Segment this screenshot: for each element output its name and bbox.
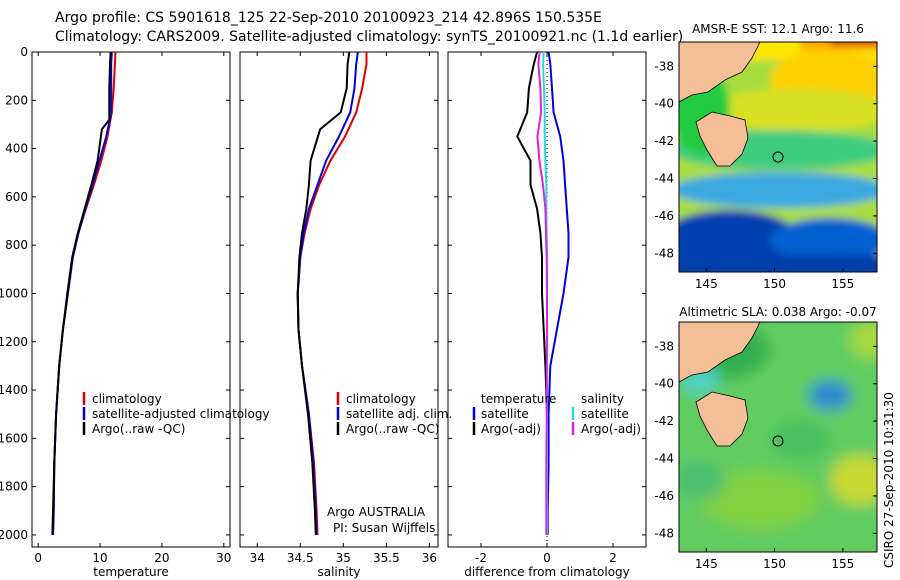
legend-sal-argo-label: Argo(-adj) xyxy=(581,422,641,436)
x-tick-label: 10 xyxy=(92,551,107,565)
series-line-satellite-adj-clim xyxy=(296,51,359,535)
series-line-argo-raw-qc xyxy=(296,51,351,535)
x-tick-label: 35.5 xyxy=(373,551,400,565)
y-tick-label: 1400 xyxy=(0,383,28,397)
y-tick-label: 1600 xyxy=(0,431,28,445)
map-x-tick-label: 145 xyxy=(695,557,718,571)
legend-climatology-label: climatology xyxy=(346,392,416,406)
y-tick-label: 2000 xyxy=(0,528,28,542)
map-x-tick-label: 145 xyxy=(695,277,718,291)
salinity-ticks: 34 34.5 35 35.5 36 xyxy=(240,51,438,565)
series-line-satellite-adjusted-climatology xyxy=(52,51,113,535)
header-title-line2: Climatology: CARS2009. Satellite-adjuste… xyxy=(55,29,683,45)
series-line-salinity-argo-adj xyxy=(536,51,548,535)
map-y-tick-label: -42 xyxy=(654,134,674,148)
x-tick-label: 0 xyxy=(34,551,42,565)
y-tick-label: 1000 xyxy=(0,286,28,300)
map-x-tick-label: 155 xyxy=(831,277,854,291)
legend-climatology-label: climatology xyxy=(92,392,162,406)
x-tick-label: 34.5 xyxy=(287,551,314,565)
y-tick-label: 800 xyxy=(5,238,28,252)
sla-map-panel: Altimetric SLA: 0.038 Argo: -0.07 145 150… xyxy=(654,305,878,571)
sst-argo-location-marker xyxy=(772,151,784,163)
series-line-argo-raw-qc xyxy=(51,51,112,535)
map-y-tick-label: -42 xyxy=(654,414,674,428)
sst-map-panel: AMSR-E SST: 12.1 Argo: 11.6 145 150 155- xyxy=(654,22,878,291)
y-tick-label: 0 xyxy=(20,45,28,59)
sla-map-frame xyxy=(678,321,878,553)
temperature-series xyxy=(51,51,117,535)
x-tick-label: 20 xyxy=(154,551,169,565)
x-tick-label: 35 xyxy=(336,551,351,565)
map-x-tick-label: 150 xyxy=(763,277,786,291)
legend-temperature-title: temperature xyxy=(481,392,556,406)
legend-salinity-title: salinity xyxy=(581,392,624,406)
x-tick-label: 36 xyxy=(422,551,437,565)
salinity-profile-panel: 34 34.5 35 35.5 36 salinity climatology sate… xyxy=(239,51,452,579)
x-tick-label: 34 xyxy=(250,551,265,565)
legend-satellite-label: satellite-adjusted climatology xyxy=(92,407,270,421)
legend-temp-satellite-label: satellite xyxy=(481,407,529,421)
map-y-tick-label: -46 xyxy=(654,209,674,223)
sst-field xyxy=(679,42,877,272)
x-tick-label: 30 xyxy=(216,551,231,565)
temperature-axes-frame xyxy=(31,51,231,548)
sst-map-title: AMSR-E SST: 12.1 Argo: 11.6 xyxy=(692,22,864,36)
y-tick-label: 1800 xyxy=(0,480,28,494)
y-tick-label: 400 xyxy=(5,142,28,156)
difference-xlabel: difference from climatology xyxy=(464,565,630,579)
map-y-tick-label: -44 xyxy=(654,172,674,186)
legend-temp-argo-label: Argo(-adj) xyxy=(481,422,541,436)
map-y-tick-label: -44 xyxy=(654,452,674,466)
map-y-tick-label: -48 xyxy=(654,246,674,260)
map-x-tick-label: 155 xyxy=(831,557,854,571)
difference-legend: temperature satellite Argo(-adj) salinit… xyxy=(472,392,641,436)
map-y-tick-label: -40 xyxy=(654,377,674,391)
temperature-profile-panel: 0 10 20 30 0 200 400 600 800 1000 1200 1400 1600 1800… xyxy=(0,45,270,579)
series-line-temperature-satellite xyxy=(546,51,570,535)
salinity-legend: climatology satellite adj. clim. Argo(..… xyxy=(336,392,452,436)
argo-program-annotation: Argo AUSTRALIA xyxy=(327,505,426,519)
temperature-xlabel: temperature xyxy=(93,565,168,579)
series-line-temperature-argo-adj xyxy=(516,51,548,535)
salinity-series xyxy=(296,51,368,535)
sla-field xyxy=(679,322,877,552)
legend-argo-label: Argo(..raw -QC) xyxy=(346,422,439,436)
map-y-tick-label: -46 xyxy=(654,489,674,503)
y-tick-label: 200 xyxy=(5,93,28,107)
y-tick-label: 600 xyxy=(5,190,28,204)
salinity-xlabel: salinity xyxy=(317,565,360,579)
sla-map-ticks: 145 150 155 -38 -40 -42 -44 -46 -48 xyxy=(654,339,877,571)
y-tick-label: 1200 xyxy=(0,335,28,349)
map-y-tick-label: -38 xyxy=(654,339,674,353)
legend-sal-satellite-label: satellite xyxy=(581,407,629,421)
x-tick-label: -2 xyxy=(475,551,487,565)
x-tick-label: 0 xyxy=(543,551,551,565)
sla-map-title: Altimetric SLA: 0.038 Argo: -0.07 xyxy=(679,305,876,319)
x-tick-label: 2 xyxy=(609,551,617,565)
csiro-timestamp-stamp: CSIRO 27-Sep-2010 10:31:30 xyxy=(882,392,896,568)
map-x-tick-label: 150 xyxy=(763,557,786,571)
header-title-line1: Argo profile: CS 5901618_125 22-Sep-2010… xyxy=(55,10,602,26)
argo-pi-annotation: PI: Susan Wijffels xyxy=(333,521,435,535)
sla-argo-location-marker xyxy=(772,435,784,447)
difference-profile-panel: -2 0 2 difference from climatology tempera… xyxy=(447,51,647,579)
temperature-ticks: 0 10 20 30 0 200 400 600 800 1000 1200 1400 1600 1800… xyxy=(0,45,231,565)
difference-series xyxy=(516,51,570,535)
series-line-climatology xyxy=(296,52,368,535)
sst-map-frame xyxy=(678,41,878,273)
legend-satellite-label: satellite adj. clim. xyxy=(346,407,452,421)
sst-map-ticks: 145 150 155 -38 -40 -42 -44 -46 -48 xyxy=(654,59,877,291)
map-y-tick-label: -48 xyxy=(654,526,674,540)
map-y-tick-label: -40 xyxy=(654,97,674,111)
salinity-axes-frame xyxy=(239,51,439,548)
legend-argo-label: Argo(..raw -QC) xyxy=(92,422,185,436)
map-y-tick-label: -38 xyxy=(654,59,674,73)
temperature-legend: climatology satellite-adjusted climatolo… xyxy=(82,392,270,436)
